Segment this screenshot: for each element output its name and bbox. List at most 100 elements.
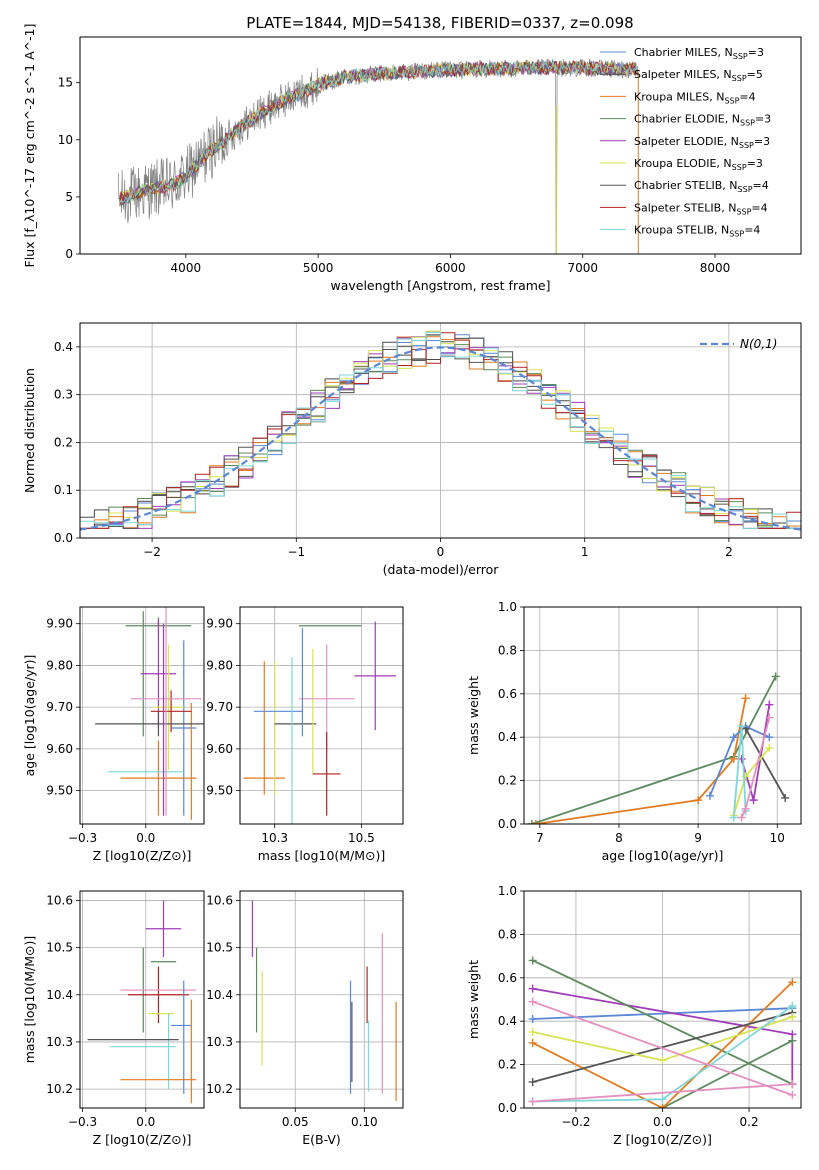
x-tick-label: 0.0 bbox=[136, 831, 155, 845]
errorbar-point bbox=[153, 644, 184, 770]
x-tick-label: −1 bbox=[287, 545, 305, 559]
y-axis-label: Normed distribution bbox=[22, 368, 37, 493]
series-marker bbox=[694, 796, 703, 805]
series-marker bbox=[528, 1077, 537, 1086]
y-tick-label: 10.3 bbox=[206, 1035, 233, 1049]
y-axis-label: age [log10(age/yr)] bbox=[22, 655, 37, 777]
series-line bbox=[709, 725, 770, 797]
x-tick-label: 0.10 bbox=[351, 1115, 378, 1129]
y-tick-label: 10.3 bbox=[46, 1035, 73, 1049]
plot-area bbox=[251, 900, 397, 1101]
errorbar-point bbox=[354, 621, 397, 731]
x-axis-label: Z [log10(Z/Z⊙)] bbox=[93, 1132, 192, 1147]
series-marker bbox=[765, 744, 774, 753]
axes-frame bbox=[239, 606, 404, 825]
x-tick-label: 0.05 bbox=[282, 1115, 309, 1129]
errorbar-point bbox=[145, 900, 182, 958]
y-tick-label: 9.50 bbox=[46, 784, 73, 798]
errorbar-point bbox=[150, 690, 192, 733]
axes-frame bbox=[523, 606, 802, 825]
series-marker bbox=[658, 1095, 667, 1104]
y-tick-label: 0.0 bbox=[54, 531, 73, 545]
legend-entry: Kroupa MILES, NSSP=4 bbox=[634, 90, 756, 105]
series-marker bbox=[788, 1080, 797, 1089]
y-tick-label: 0.8 bbox=[498, 643, 517, 657]
x-tick-label: 7000 bbox=[567, 261, 598, 275]
series-marker bbox=[528, 956, 537, 965]
series-marker bbox=[788, 1002, 797, 1011]
panel-age-vs-Z: −0.3 0.0 9.50 9.60 9.70 9.80 9.90 Z [log10(Z/Z⊙… bbox=[22, 606, 205, 863]
series-marker bbox=[737, 722, 746, 731]
axes-frame bbox=[239, 890, 404, 1109]
legend-entry: Chabrier STELIB, NSSP=4 bbox=[634, 179, 769, 194]
axes-frame bbox=[79, 890, 205, 1109]
figure-title: PLATE=1844, MJD=54138, FIBERID=0337, z=0… bbox=[246, 14, 633, 32]
series-marker bbox=[788, 1012, 797, 1021]
x-tick-label: −0.3 bbox=[68, 1115, 97, 1129]
y-tick-label: 0.4 bbox=[498, 730, 517, 744]
x-tick-label: 2 bbox=[725, 545, 733, 559]
series-marker bbox=[531, 820, 540, 824]
panel-mass-vs-Z: −0.3 0.0 10.2 10.3 10.4 10.5 10.6 Z [log10(Z/Z⊙… bbox=[22, 890, 205, 1147]
series-marker bbox=[741, 772, 750, 781]
x-tick-label: 6000 bbox=[435, 261, 466, 275]
series-marker bbox=[729, 733, 738, 742]
series-marker bbox=[749, 796, 758, 805]
series-marker bbox=[765, 713, 774, 722]
plot-area bbox=[87, 900, 197, 1104]
errorbar-point bbox=[312, 732, 341, 816]
y-tick-label: 10.5 bbox=[46, 941, 73, 955]
series-marker bbox=[528, 1028, 537, 1037]
legend-entry: Kroupa STELIB, NSSP=4 bbox=[634, 224, 760, 239]
y-tick-label: 9.80 bbox=[206, 658, 233, 672]
x-tick-label: −0.3 bbox=[68, 831, 97, 845]
x-tick-label: 0 bbox=[437, 545, 445, 559]
y-tick-label: 9.70 bbox=[206, 700, 233, 714]
x-tick-label: 0.0 bbox=[653, 1115, 672, 1129]
series-marker bbox=[528, 997, 537, 1006]
series-marker bbox=[788, 1090, 797, 1099]
series-line bbox=[744, 728, 786, 799]
plot-area bbox=[95, 607, 204, 820]
y-tick-label: 0.8 bbox=[498, 927, 517, 941]
series-marker bbox=[528, 1015, 537, 1024]
series-marker bbox=[781, 793, 790, 802]
y-axis-label: mass weight bbox=[466, 676, 481, 755]
y-tick-label: 9.50 bbox=[206, 784, 233, 798]
series-marker bbox=[658, 1104, 667, 1108]
panel-age-vs-mass: 10.3 10.5 9.50 9.60 9.70 9.80 9.90 mass [log10(… bbox=[206, 606, 404, 863]
plot-area bbox=[527, 672, 790, 824]
y-tick-label: 9.60 bbox=[46, 742, 73, 756]
y-tick-label: 9.80 bbox=[46, 658, 73, 672]
axes-frame bbox=[523, 890, 802, 1109]
x-tick-label: 4000 bbox=[171, 261, 202, 275]
legend-entry: Salpeter STELIB, NSSP=4 bbox=[634, 201, 768, 216]
y-tick-label: 0.2 bbox=[498, 774, 517, 788]
x-tick-label: 5000 bbox=[303, 261, 334, 275]
series-marker bbox=[528, 984, 537, 993]
series-marker bbox=[788, 1036, 797, 1045]
histogram-step-line bbox=[80, 332, 801, 529]
plot-area bbox=[243, 621, 397, 824]
y-tick-label: 10.5 bbox=[206, 941, 233, 955]
x-tick-label: 8 bbox=[615, 831, 623, 845]
y-tick-label: 1.0 bbox=[498, 884, 517, 898]
axes-frame bbox=[79, 322, 802, 539]
y-tick-label: 10.2 bbox=[206, 1082, 233, 1096]
series-marker bbox=[737, 813, 746, 822]
x-tick-label: 1 bbox=[581, 545, 589, 559]
series-marker bbox=[527, 820, 536, 824]
series-marker bbox=[771, 672, 780, 681]
x-tick-label: −0.2 bbox=[561, 1115, 590, 1129]
y-tick-label: 0.6 bbox=[498, 971, 517, 985]
y-tick-label: 0.6 bbox=[498, 687, 517, 701]
x-tick-label: 0.0 bbox=[136, 1115, 155, 1129]
series-marker bbox=[528, 1038, 537, 1047]
y-tick-label: 10.4 bbox=[46, 988, 73, 1002]
x-tick-label: 0.2 bbox=[740, 1115, 759, 1129]
y-tick-label: 10 bbox=[58, 133, 73, 147]
panel-weight-vs-Z: −0.2 0.0 0.2 0.0 0.2 0.4 0.6 0.8 1.0 Z [log10(Z/Z… bbox=[466, 884, 802, 1147]
panel-mass-vs-ebv: 0.05 0.10 10.2 10.3 10.4 10.5 10.6 E(B-V) bbox=[206, 890, 404, 1147]
y-tick-label: 9.60 bbox=[206, 742, 233, 756]
